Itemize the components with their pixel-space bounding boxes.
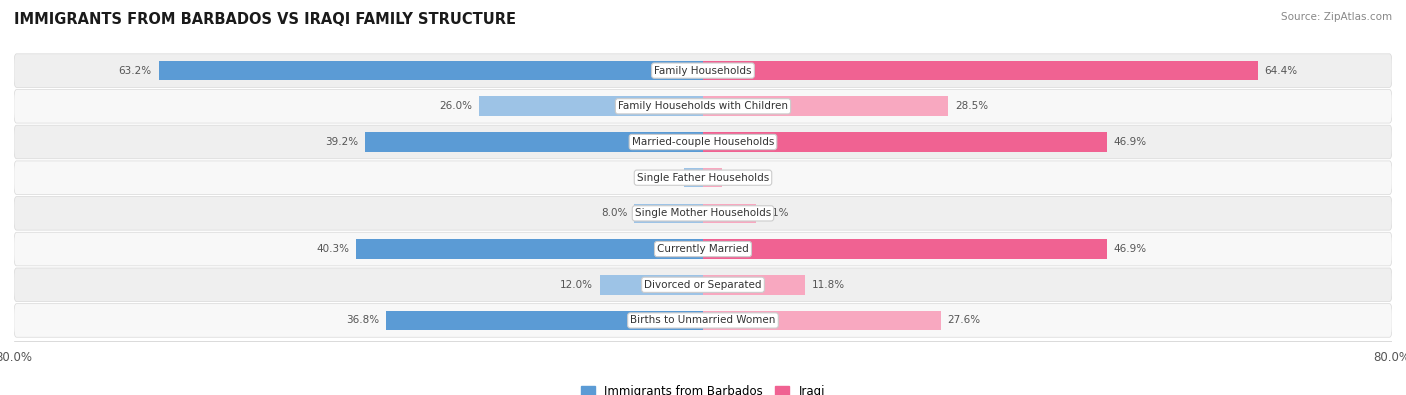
FancyBboxPatch shape bbox=[14, 232, 1392, 266]
Text: 46.9%: 46.9% bbox=[1114, 244, 1147, 254]
Bar bbox=[387, 310, 703, 330]
Text: IMMIGRANTS FROM BARBADOS VS IRAQI FAMILY STRUCTURE: IMMIGRANTS FROM BARBADOS VS IRAQI FAMILY… bbox=[14, 12, 516, 27]
FancyBboxPatch shape bbox=[14, 161, 1392, 194]
Text: 28.5%: 28.5% bbox=[955, 101, 988, 111]
Text: 40.3%: 40.3% bbox=[316, 244, 349, 254]
Bar bbox=[634, 203, 703, 223]
Bar bbox=[685, 168, 703, 188]
Text: 2.2%: 2.2% bbox=[728, 173, 755, 182]
Text: Currently Married: Currently Married bbox=[657, 244, 749, 254]
Bar bbox=[356, 239, 703, 259]
Text: 46.9%: 46.9% bbox=[1114, 137, 1147, 147]
Bar bbox=[703, 132, 1107, 152]
FancyBboxPatch shape bbox=[14, 268, 1392, 301]
Bar bbox=[703, 239, 1107, 259]
FancyBboxPatch shape bbox=[14, 197, 1392, 230]
Text: Family Households with Children: Family Households with Children bbox=[619, 101, 787, 111]
FancyBboxPatch shape bbox=[14, 54, 1392, 87]
Text: 11.8%: 11.8% bbox=[811, 280, 845, 290]
Bar bbox=[366, 132, 703, 152]
FancyBboxPatch shape bbox=[14, 125, 1392, 159]
FancyBboxPatch shape bbox=[14, 304, 1392, 337]
Text: 64.4%: 64.4% bbox=[1264, 66, 1298, 75]
Text: Divorced or Separated: Divorced or Separated bbox=[644, 280, 762, 290]
Bar bbox=[703, 203, 755, 223]
Text: Married-couple Households: Married-couple Households bbox=[631, 137, 775, 147]
Text: 27.6%: 27.6% bbox=[948, 316, 981, 325]
Text: 2.2%: 2.2% bbox=[651, 173, 678, 182]
Bar bbox=[703, 275, 804, 295]
Text: 6.1%: 6.1% bbox=[762, 209, 789, 218]
Text: 26.0%: 26.0% bbox=[439, 101, 472, 111]
Bar bbox=[479, 96, 703, 116]
Bar bbox=[703, 168, 721, 188]
Text: 39.2%: 39.2% bbox=[325, 137, 359, 147]
Text: 63.2%: 63.2% bbox=[118, 66, 152, 75]
Text: 36.8%: 36.8% bbox=[346, 316, 380, 325]
Text: Source: ZipAtlas.com: Source: ZipAtlas.com bbox=[1281, 12, 1392, 22]
Bar bbox=[159, 61, 703, 81]
Legend: Immigrants from Barbados, Iraqi: Immigrants from Barbados, Iraqi bbox=[576, 380, 830, 395]
Text: Single Mother Households: Single Mother Households bbox=[636, 209, 770, 218]
FancyBboxPatch shape bbox=[14, 90, 1392, 123]
Text: Family Households: Family Households bbox=[654, 66, 752, 75]
Bar bbox=[703, 61, 1257, 81]
Bar bbox=[599, 275, 703, 295]
Text: Births to Unmarried Women: Births to Unmarried Women bbox=[630, 316, 776, 325]
Text: Single Father Households: Single Father Households bbox=[637, 173, 769, 182]
Text: 8.0%: 8.0% bbox=[600, 209, 627, 218]
Text: 12.0%: 12.0% bbox=[560, 280, 593, 290]
Bar bbox=[703, 96, 949, 116]
Bar bbox=[703, 310, 941, 330]
